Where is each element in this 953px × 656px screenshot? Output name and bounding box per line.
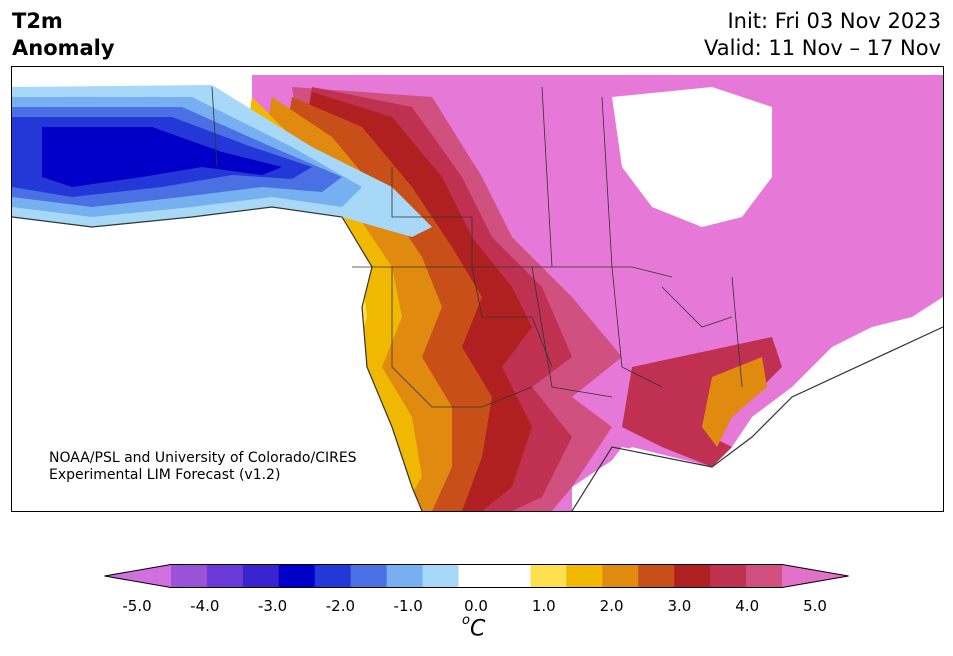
unit-degree: o [462, 613, 470, 628]
colorbar-segment [386, 564, 424, 588]
coastline [12, 206, 943, 511]
colorbar-segment [746, 564, 783, 588]
credit-text: NOAA/PSL and University of Colorado/CIRE… [49, 450, 357, 484]
colorbar [104, 564, 849, 588]
colorbar-tick-label: 2.0 [599, 597, 624, 615]
colorbar-segment [674, 564, 711, 588]
colorbar-segment [278, 564, 316, 588]
colorbar-segment [171, 564, 208, 588]
init-date: Init: Fri 03 Nov 2023 [727, 9, 941, 33]
colorbar-extend-high [782, 564, 849, 588]
colorbar-segment [710, 564, 747, 588]
colorbar-tick-label: -5.0 [122, 597, 152, 615]
colorbar-segment [242, 564, 280, 588]
colorbar-tick-label: -2.0 [325, 597, 356, 615]
credit-line-2: Experimental LIM Forecast (v1.2) [49, 467, 281, 483]
colorbar-tick-label: 1.0 [531, 597, 556, 615]
colorbar-segment [494, 564, 531, 588]
colorbar-tick-label: 4.0 [735, 597, 760, 615]
colorbar-segment [314, 564, 352, 588]
alaska-core [42, 127, 282, 187]
valid-range: Valid: 11 Nov – 17 Nov [704, 36, 941, 60]
colorbar-tick-label: -1.0 [393, 597, 423, 615]
colorbar-segment [458, 564, 495, 588]
colorbar-extend-low [104, 564, 171, 588]
colorbar-tick-label: 5.0 [803, 597, 827, 615]
borders [211, 86, 743, 408]
map-title: T2m Anomaly [12, 8, 115, 62]
credit-line-1: NOAA/PSL and University of Colorado/CIRE… [49, 450, 357, 466]
colorbar-segment [638, 564, 675, 588]
colorbar-tick-label: -4.0 [190, 597, 220, 615]
title-line-1: T2m [12, 9, 63, 33]
atlantic-ocean [612, 327, 943, 511]
colorbar-segment [530, 564, 567, 588]
colorbar-segment [602, 564, 639, 588]
colorbar-tick-label: 3.0 [667, 597, 692, 615]
colorbar-tick-label: -3.0 [257, 597, 288, 615]
colorbar-ticks: -5.0 -4.0 -3.0 -2.0 -1.0 0.0 1.0 2.0 3.0 4.0 5.0 [0, 597, 953, 617]
colorbar-segment [422, 564, 460, 588]
forecast-dates: Init: Fri 03 Nov 2023 Valid: 11 Nov – 17… [704, 8, 941, 62]
arctic-north [252, 67, 943, 75]
title-line-2: Anomaly [12, 36, 115, 60]
unit-letter: C [469, 616, 486, 642]
map-canvas [12, 67, 943, 511]
colorbar-segment [350, 564, 388, 588]
anomaly-map [11, 66, 944, 512]
southeast-orange [702, 357, 767, 447]
colorbar-outline [104, 564, 849, 588]
colorbar-tick-label: 0.0 [464, 597, 488, 615]
unit-label: oC [462, 613, 486, 642]
colorbar-segment [566, 564, 603, 588]
hudson-bay [612, 87, 772, 227]
pacific-ocean [12, 207, 422, 511]
colorbar-segment [206, 564, 244, 588]
